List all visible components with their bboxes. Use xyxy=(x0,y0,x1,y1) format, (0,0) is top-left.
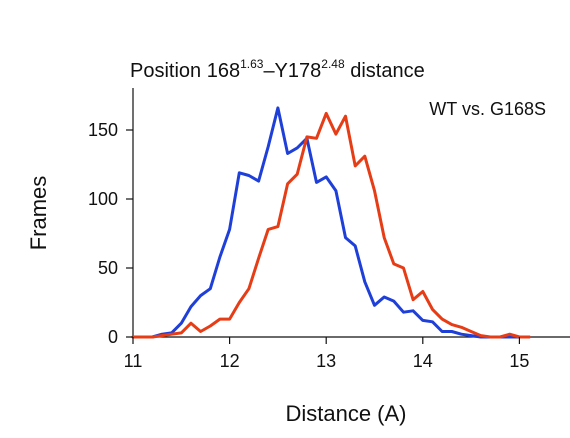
x-axis-label: Distance (A) xyxy=(285,401,406,426)
y-tick-label: 100 xyxy=(88,189,118,209)
y-tick-label: 0 xyxy=(108,327,118,347)
chart-title-sup2: 2.48 xyxy=(321,57,345,71)
x-tick-label: 15 xyxy=(509,351,529,371)
chart-title-sup1: 1.63 xyxy=(240,57,264,71)
plot-area xyxy=(131,106,531,339)
y-axis-label: Frames xyxy=(26,176,51,251)
chart-title-part2: –Y178 xyxy=(263,60,321,82)
chart-title-part3: distance xyxy=(345,60,425,82)
chart-title-part1: Position 168 xyxy=(130,60,240,82)
y-axis-ticks: 0 50 100 150 xyxy=(88,120,133,347)
x-tick-label: 13 xyxy=(316,351,336,371)
x-axis-ticks: 11 12 13 14 15 xyxy=(124,337,529,371)
y-tick-label: 50 xyxy=(98,258,118,278)
x-tick-label: 11 xyxy=(124,351,143,371)
x-tick-label: 12 xyxy=(220,351,240,371)
chart-annotation: WT vs. G168S xyxy=(429,99,546,119)
chart-title: Position 1681.63–Y1782.48 distance xyxy=(130,57,425,82)
series-line-red xyxy=(131,111,531,339)
series-line-blue xyxy=(131,106,531,339)
x-tick-label: 14 xyxy=(413,351,433,371)
y-tick-label: 150 xyxy=(88,120,118,140)
